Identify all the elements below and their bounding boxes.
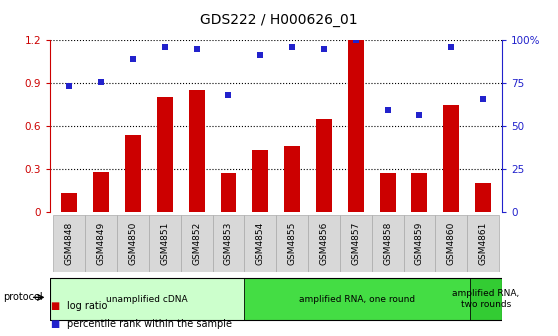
FancyBboxPatch shape [85, 215, 117, 272]
FancyBboxPatch shape [117, 215, 149, 272]
Bar [189, 90, 205, 212]
Point [479, 96, 488, 101]
FancyBboxPatch shape [181, 215, 213, 272]
Text: GSM4850: GSM4850 [128, 222, 137, 265]
FancyBboxPatch shape [435, 215, 467, 272]
Text: GSM4849: GSM4849 [97, 222, 105, 265]
Point [97, 79, 105, 84]
Point [65, 83, 74, 89]
Text: GSM4861: GSM4861 [479, 222, 488, 265]
Text: GSM4856: GSM4856 [319, 222, 329, 265]
Text: GSM4854: GSM4854 [256, 222, 265, 265]
Bar [125, 135, 141, 212]
Point [192, 46, 201, 52]
Text: protocol: protocol [3, 292, 42, 302]
Bar [316, 119, 332, 212]
Text: GSM4857: GSM4857 [352, 222, 360, 265]
Text: GSM4855: GSM4855 [287, 222, 297, 265]
Point [447, 45, 456, 50]
Bar [443, 104, 459, 212]
Text: unamplified cDNA: unamplified cDNA [106, 295, 188, 303]
Bar [348, 40, 364, 212]
Text: GSM4853: GSM4853 [224, 222, 233, 265]
Point [383, 108, 392, 113]
Point [160, 45, 169, 50]
FancyBboxPatch shape [50, 278, 244, 320]
FancyBboxPatch shape [372, 215, 403, 272]
Text: GSM4859: GSM4859 [415, 222, 424, 265]
FancyBboxPatch shape [149, 215, 181, 272]
FancyBboxPatch shape [340, 215, 372, 272]
FancyBboxPatch shape [276, 215, 308, 272]
Point [320, 46, 329, 52]
Bar [475, 183, 491, 212]
Text: ■: ■ [50, 319, 60, 329]
Bar [61, 193, 77, 212]
Bar [93, 172, 109, 212]
Text: ■: ■ [50, 301, 60, 311]
Text: GSM4852: GSM4852 [192, 222, 201, 265]
Bar [157, 97, 173, 212]
Text: GSM4858: GSM4858 [383, 222, 392, 265]
Point [352, 38, 360, 43]
Text: percentile rank within the sample: percentile rank within the sample [67, 319, 232, 329]
Point [415, 112, 424, 117]
FancyBboxPatch shape [467, 215, 499, 272]
FancyBboxPatch shape [244, 278, 470, 320]
FancyBboxPatch shape [244, 215, 276, 272]
Point [224, 92, 233, 97]
Text: GDS222 / H000626_01: GDS222 / H000626_01 [200, 13, 358, 28]
Point [288, 45, 297, 50]
Text: GSM4851: GSM4851 [160, 222, 169, 265]
FancyBboxPatch shape [54, 215, 85, 272]
Text: amplified RNA, one round: amplified RNA, one round [299, 295, 415, 303]
FancyBboxPatch shape [403, 215, 435, 272]
Text: GSM4848: GSM4848 [65, 222, 74, 265]
Point [256, 52, 264, 57]
FancyBboxPatch shape [213, 215, 244, 272]
FancyBboxPatch shape [470, 278, 502, 320]
Text: GSM4860: GSM4860 [447, 222, 456, 265]
Bar [220, 173, 237, 212]
Bar [252, 150, 268, 212]
FancyBboxPatch shape [308, 215, 340, 272]
Bar [411, 173, 427, 212]
Point [128, 56, 137, 61]
Bar [284, 146, 300, 212]
Bar [379, 173, 396, 212]
Text: log ratio: log ratio [67, 301, 107, 311]
Text: amplified RNA,
two rounds: amplified RNA, two rounds [453, 289, 519, 309]
